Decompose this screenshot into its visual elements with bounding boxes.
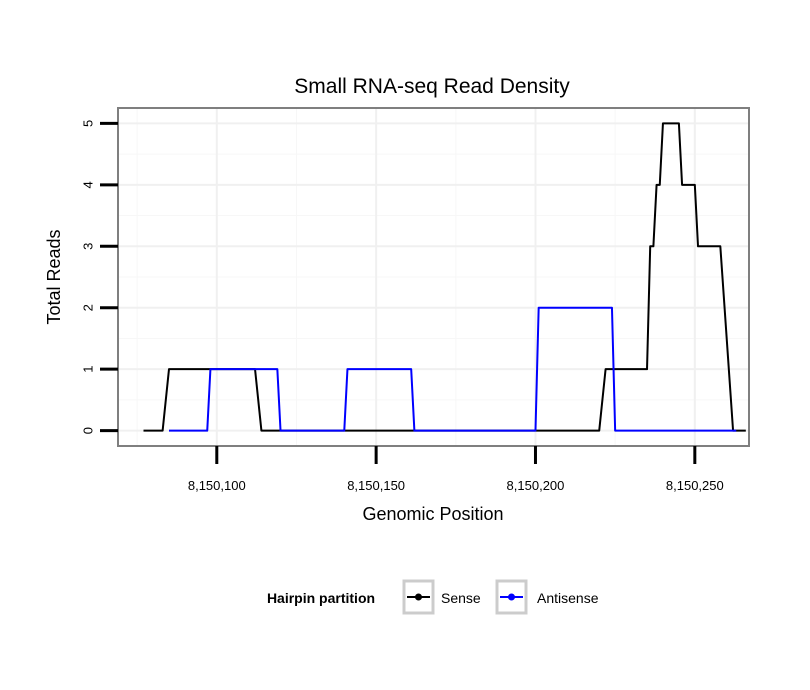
- x-tick-label: 8,150,250: [666, 478, 724, 493]
- legend-label-sense: Sense: [441, 590, 481, 606]
- chart-title: Small RNA-seq Read Density: [294, 75, 570, 98]
- y-tick-label: 0: [81, 427, 96, 434]
- legend: Hairpin partition Sense Antisense: [267, 579, 599, 615]
- x-tick-label: 8,150,100: [188, 478, 246, 493]
- x-tick-label: 8,150,200: [507, 478, 565, 493]
- y-tick-label: 3: [81, 243, 96, 250]
- y-axis-title: Total Reads: [44, 229, 64, 324]
- y-tick-label: 1: [81, 366, 96, 373]
- series-line-antisense: [168, 306, 737, 432]
- x-tick-label: 8,150,150: [347, 478, 405, 493]
- y-tick-label: 5: [81, 120, 96, 127]
- axes: 8,150,100 8,150,150 8,150,200 8,150,250 0 1 2 3…: [81, 120, 724, 493]
- y-tick-label: 4: [81, 181, 96, 188]
- legend-item-antisense[interactable]: Antisense: [495, 579, 599, 615]
- legend-title: Hairpin partition: [267, 590, 375, 606]
- x-axis-title: Genomic Position: [362, 504, 503, 524]
- legend-label-antisense: Antisense: [537, 590, 599, 606]
- plot-border: [117, 107, 750, 447]
- legend-item-sense[interactable]: Sense: [402, 579, 481, 615]
- legend-point-antisense: [508, 593, 515, 601]
- series-line-sense: [143, 122, 746, 432]
- series-lines: [143, 122, 746, 432]
- legend-point-sense: [415, 593, 422, 601]
- y-tick-label: 2: [81, 304, 96, 311]
